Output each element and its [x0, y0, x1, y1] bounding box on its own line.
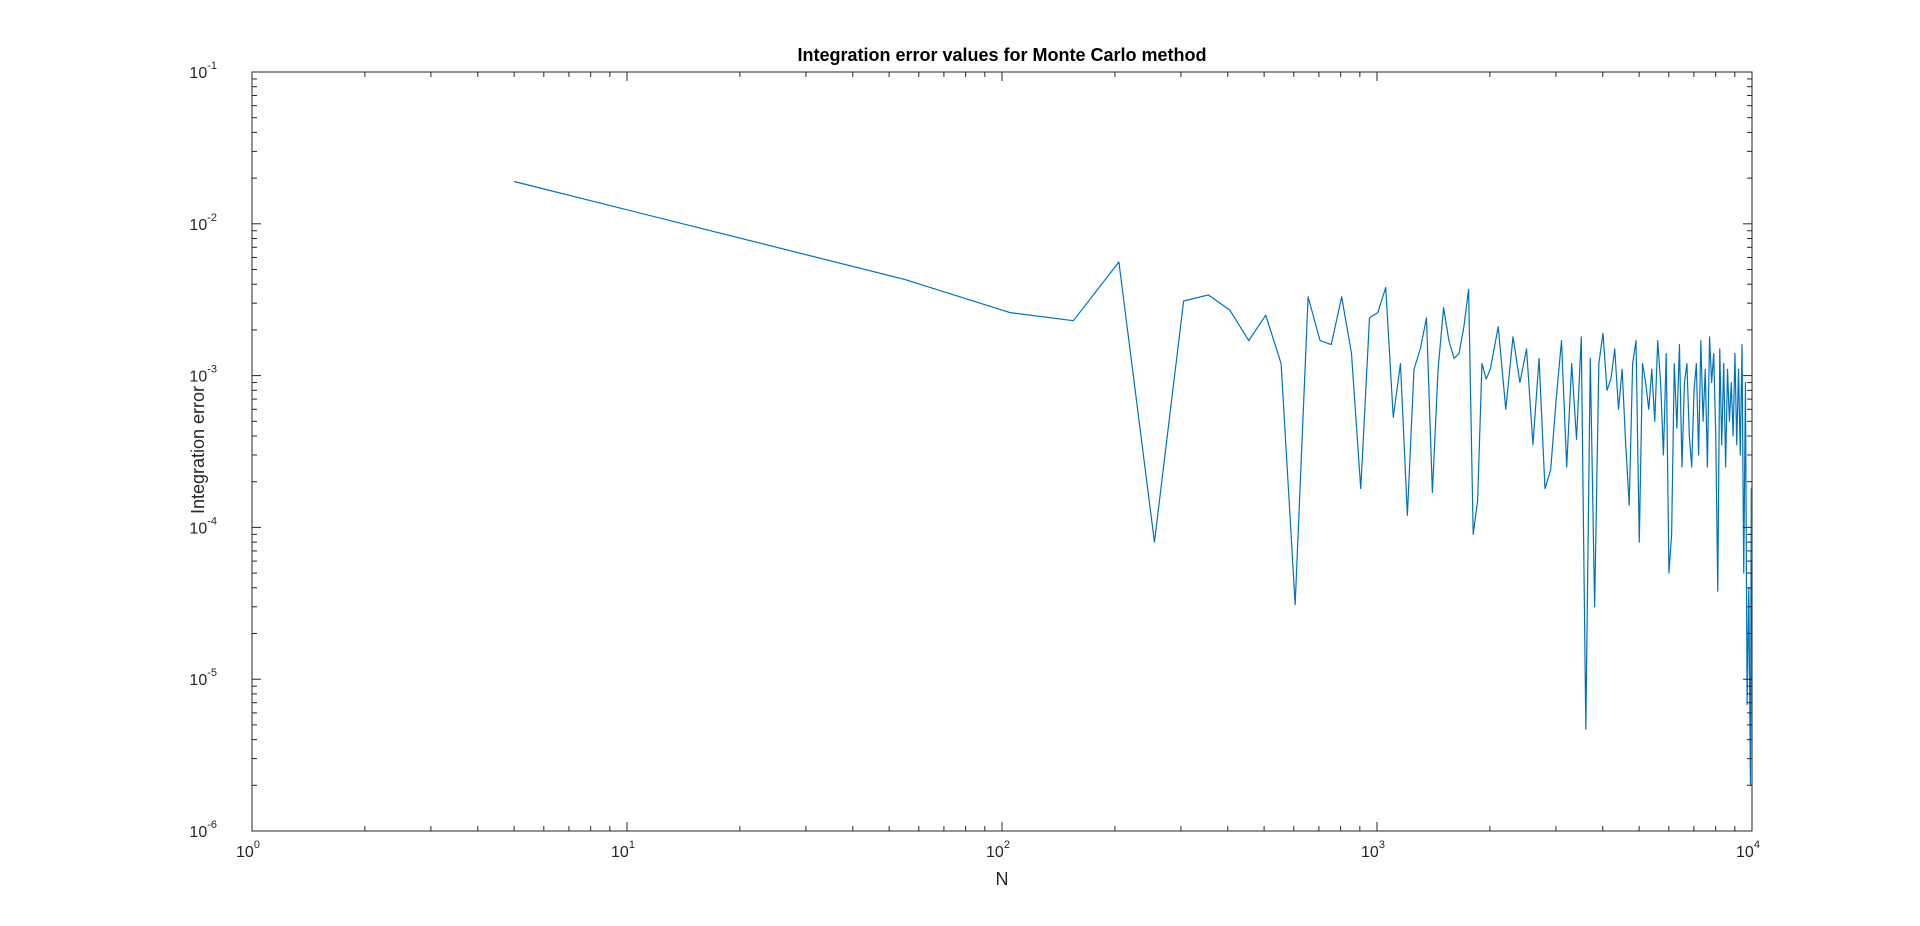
y-tick-exponent: -1	[207, 60, 217, 72]
x-tick-exponent: 2	[1004, 839, 1010, 851]
x-tick-exponent: 3	[1379, 839, 1385, 851]
y-tick-exponent: -3	[207, 364, 217, 376]
y-axis-title: Integration error	[188, 386, 208, 514]
y-tick-exponent: -2	[207, 212, 217, 224]
series-line-1	[513, 180, 1752, 786]
axes-box	[251, 71, 1753, 832]
y-tick-exponent: -5	[207, 667, 217, 679]
x-tick-exponent: 4	[1754, 839, 1760, 851]
x-tick-exponent: 1	[629, 839, 635, 851]
y-tick-exponent: -6	[207, 819, 217, 831]
x-axis-title: N	[996, 869, 1009, 889]
x-tick-exponent: 0	[254, 839, 260, 851]
y-tick-exponent: -4	[207, 515, 217, 527]
chart-title: Integration error values for Monte Carlo…	[797, 45, 1206, 65]
